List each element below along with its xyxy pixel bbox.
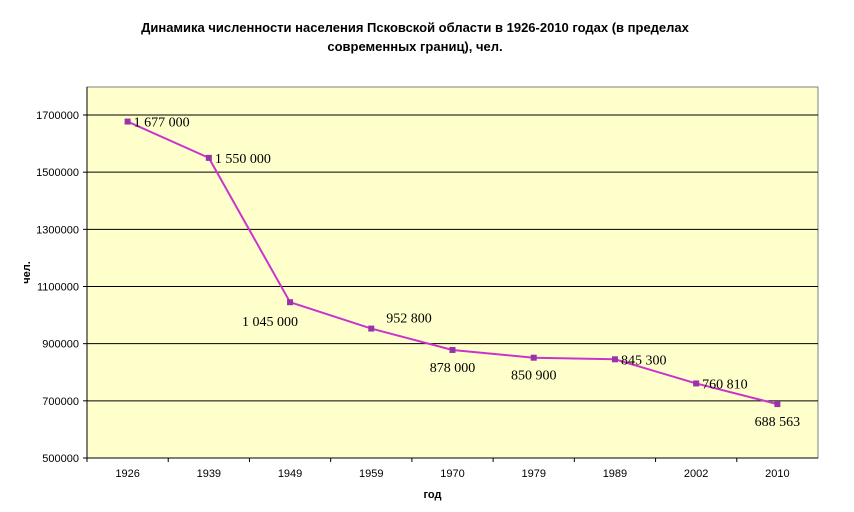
plot-area [86, 86, 819, 459]
y-tick-label: 1700000 [36, 110, 79, 122]
data-point [530, 354, 537, 361]
data-point [287, 299, 294, 306]
x-tick-label: 1949 [278, 468, 302, 480]
data-point [774, 401, 781, 408]
data-point [368, 325, 375, 332]
data-point [124, 118, 131, 125]
x-tick-label: 2002 [684, 468, 708, 480]
data-point [449, 346, 456, 353]
data-label: 1 550 000 [215, 152, 271, 167]
data-point [693, 380, 700, 387]
x-tick-label: 2010 [765, 468, 789, 480]
y-tick-label: 1100000 [37, 282, 79, 294]
data-label: 760 810 [702, 377, 748, 392]
y-tick-label: 500000 [42, 453, 79, 465]
data-point [205, 154, 212, 161]
x-tick-label: 1959 [359, 468, 383, 480]
x-tick-label: 1989 [603, 468, 627, 480]
data-point [611, 356, 618, 363]
x-tick-label: 1970 [440, 468, 464, 480]
y-tick-label: 700000 [42, 396, 79, 408]
data-label: 1 045 000 [242, 315, 298, 330]
data-label: 688 563 [755, 415, 801, 430]
data-label: 850 900 [511, 369, 557, 384]
data-label: 1 677 000 [134, 116, 190, 131]
x-axis-label: год [424, 489, 442, 501]
data-label: 878 000 [430, 361, 476, 376]
y-tick-label: 1500000 [36, 167, 79, 179]
x-tick-label: 1939 [197, 468, 221, 480]
x-tick-label: 1926 [115, 468, 139, 480]
chart-title: Динамика численности населения Псковской… [141, 20, 689, 54]
x-tick-label: 1979 [521, 468, 545, 480]
y-axis-label: чел. [21, 261, 33, 284]
data-label: 952 800 [386, 312, 432, 327]
y-tick-label: 1300000 [36, 224, 79, 236]
y-tick-label: 900000 [42, 339, 79, 351]
data-label: 845 300 [621, 353, 667, 368]
